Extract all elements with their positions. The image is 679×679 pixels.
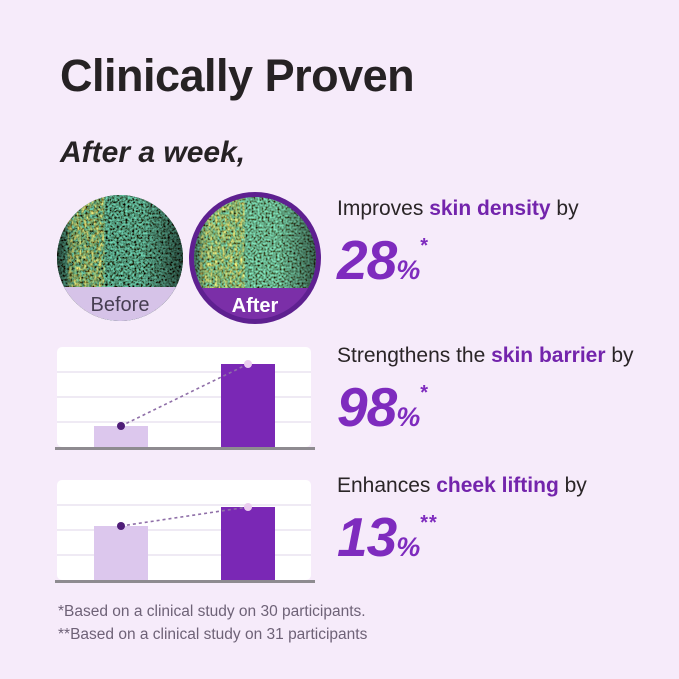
footnote-line: **Based on a clinical study on 31 partic… <box>58 626 368 643</box>
after-photo-circle: After <box>189 192 321 324</box>
stat-footnote-mark: ** <box>420 512 438 535</box>
stat-skin-barrier: Strengthens the skin barrier by 98%* <box>337 343 672 435</box>
bar-before <box>94 526 148 580</box>
bar-chart-1 <box>55 347 315 450</box>
stat-suffix: by <box>550 197 579 220</box>
bar-after <box>221 364 275 447</box>
bar-after <box>221 507 275 580</box>
after-photo-ring <box>189 192 321 324</box>
stat-footnote-mark: * <box>420 235 429 258</box>
stat-value: 98 <box>337 376 397 439</box>
page-title: Clinically Proven <box>60 50 415 101</box>
stat-sentence: Strengthens the skin barrier by <box>337 343 672 369</box>
stat-highlight: skin barrier <box>491 344 606 367</box>
stat-cheek-lifting: Enhances cheek lifting by 13%** <box>337 473 672 565</box>
before-photo-circle: Before <box>57 195 183 321</box>
stat-suffix: by <box>605 344 634 367</box>
trend-dot-start <box>117 522 125 530</box>
page-subtitle: After a week, <box>60 136 246 169</box>
stat-highlight: skin density <box>429 197 551 220</box>
chart-baseline <box>55 580 315 583</box>
bar-chart-2 <box>55 480 315 583</box>
footnote-line: *Based on a clinical study on 30 partici… <box>58 603 366 620</box>
trend-dot-end <box>244 503 252 511</box>
stat-number: 98%* <box>337 380 672 435</box>
stat-unit: % <box>396 402 421 433</box>
stat-unit: % <box>396 532 421 563</box>
stat-number: 13%** <box>337 510 672 565</box>
stat-unit: % <box>396 255 421 286</box>
before-label: Before <box>91 294 150 316</box>
stat-value: 13 <box>337 506 397 569</box>
stat-number: 28%* <box>337 233 672 288</box>
stat-sentence: Enhances cheek lifting by <box>337 473 672 499</box>
chart-baseline <box>55 447 315 450</box>
after-label: After <box>232 295 279 317</box>
stat-value: 28 <box>337 229 397 292</box>
trend-dot-end <box>244 360 252 368</box>
stat-skin-density: Improves skin density by 28%* <box>337 196 672 288</box>
footnotes: *Based on a clinical study on 30 partici… <box>58 600 367 646</box>
stat-prefix: Improves <box>337 197 430 220</box>
stat-prefix: Strengthens the <box>337 344 492 367</box>
stat-highlight: cheek lifting <box>436 474 559 497</box>
stat-sentence: Improves skin density by <box>337 196 672 222</box>
stat-prefix: Enhances <box>337 474 437 497</box>
bar-before <box>94 426 148 447</box>
stat-suffix: by <box>558 474 587 497</box>
stat-footnote-mark: * <box>420 382 429 405</box>
trend-dot-start <box>117 422 125 430</box>
